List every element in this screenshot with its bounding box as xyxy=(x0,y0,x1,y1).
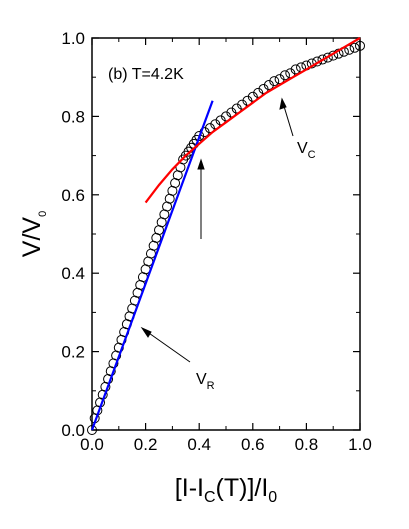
x-tick-label: 0.4 xyxy=(187,435,211,454)
fit-line-vc xyxy=(144,37,361,204)
x-tick-label: 0.2 xyxy=(134,435,158,454)
data-point xyxy=(242,95,253,106)
arrow-vc-head xyxy=(279,97,287,110)
data-points xyxy=(87,40,365,435)
arrow-vr xyxy=(145,330,191,363)
y-tick-label: 0.0 xyxy=(61,421,85,440)
data-point xyxy=(221,111,231,122)
axis-ticks: 0.0 0.2 0.4 0.6 0.8 1.0 0.0 0.2 0.4 0.6 0.8 1.0 xyxy=(61,29,371,454)
data-point xyxy=(290,64,301,75)
data-point xyxy=(247,91,258,102)
y-tick-label: 0.4 xyxy=(61,264,85,283)
y-tick-label: 0.6 xyxy=(61,186,85,205)
data-point xyxy=(279,70,290,81)
y-axis-label-sub: 0 xyxy=(37,211,49,217)
data-point xyxy=(210,119,221,130)
data-point xyxy=(226,107,237,118)
fit-line-vr xyxy=(90,100,214,431)
data-point xyxy=(87,425,97,435)
y-axis-label-base: V/V xyxy=(18,217,46,258)
arrows xyxy=(140,97,294,363)
data-point xyxy=(317,54,328,65)
data-point xyxy=(204,123,215,134)
y-tick-label: 1.0 xyxy=(61,29,85,48)
data-point xyxy=(355,40,365,51)
vr-label-sub: R xyxy=(207,380,215,392)
data-point xyxy=(194,131,205,141)
x-tick-label: 1.0 xyxy=(348,435,372,454)
x-tick-label: 0.0 xyxy=(80,435,104,454)
data-point xyxy=(231,103,242,114)
data-point xyxy=(274,74,285,85)
x-tick-label: 0.8 xyxy=(295,435,319,454)
data-point xyxy=(237,99,248,110)
data-point xyxy=(263,80,274,91)
data-point xyxy=(322,52,333,63)
x-axis-label-part2: (T)]/I xyxy=(216,474,269,502)
data-point xyxy=(215,115,226,126)
vr-label-base: V xyxy=(196,371,207,388)
plot-frame xyxy=(91,37,361,431)
panel-annotation: (b) T=4.2K xyxy=(108,66,184,83)
vr-label: VR xyxy=(196,371,215,392)
fit-lines xyxy=(90,37,361,431)
vc-label-sub: C xyxy=(308,149,316,161)
data-point xyxy=(349,42,360,53)
data-point xyxy=(258,83,269,94)
arrow-vertical-head xyxy=(197,158,205,170)
x-axis-label-sub1: C xyxy=(204,489,216,506)
x-axis-label: [I-IC(T)]/I0 xyxy=(175,474,278,506)
arrow-vc xyxy=(282,102,294,137)
x-axis-label-part1: [I-I xyxy=(175,474,204,502)
x-axis-label-sub2: 0 xyxy=(268,489,277,506)
y-tick-label: 0.2 xyxy=(61,343,85,362)
data-point xyxy=(269,76,280,87)
arrow-vr-head xyxy=(140,326,152,338)
y-axis-label: V/V0 xyxy=(18,211,49,257)
vc-label: VC xyxy=(297,140,316,161)
x-tick-label: 0.6 xyxy=(241,435,265,454)
data-point xyxy=(253,87,264,98)
vc-label-base: V xyxy=(297,140,308,157)
y-tick-label: 0.8 xyxy=(61,107,85,126)
